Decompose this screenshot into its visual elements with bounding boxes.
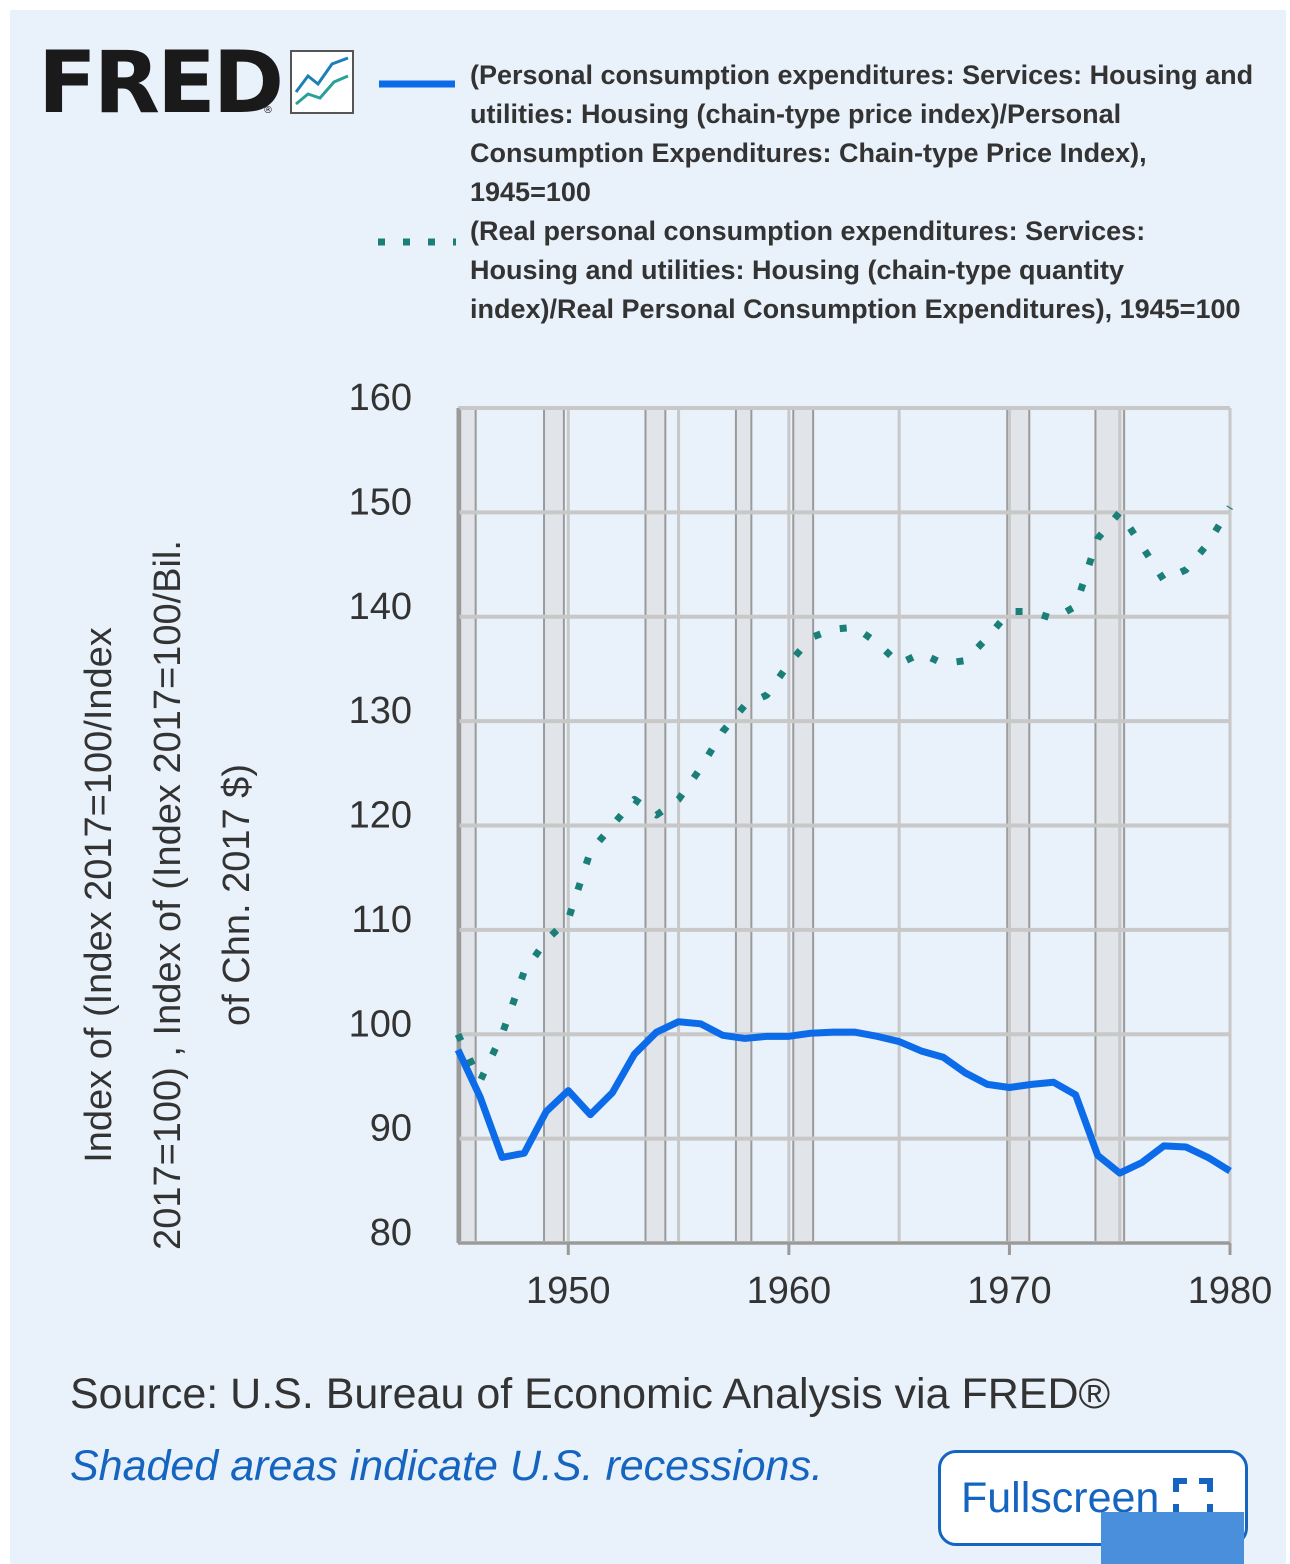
- corner-overlay: [1101, 1512, 1244, 1564]
- legend-item-price-index[interactable]: (Personal consumption expenditures: Serv…: [470, 60, 1254, 207]
- chart-card: FRED ® (Personal consumption expenditure…: [10, 10, 1286, 1564]
- legend-item-quantity-index[interactable]: (Real personal consumption expenditures:…: [470, 216, 1241, 324]
- registered-mark: ®: [263, 105, 273, 116]
- fullscreen-icon: [1173, 1478, 1214, 1518]
- recession-note: Shaded areas indicate U.S. recessions.: [70, 1442, 823, 1490]
- y-tick-label-120: 120: [349, 795, 412, 837]
- series-line-0: [454, 1018, 1232, 1177]
- y-tick-label-80: 80: [370, 1212, 412, 1254]
- x-tick-label-1960: 1960: [747, 1270, 832, 1312]
- x-tick-label-1950: 1950: [526, 1270, 611, 1312]
- fred-logo[interactable]: FRED: [38, 33, 284, 133]
- x-tick-label-1980: 1980: [1188, 1270, 1273, 1312]
- x-tick-label-1970: 1970: [967, 1270, 1052, 1312]
- x-tick-labels: 1950 1960 1970 1980: [526, 1270, 1272, 1312]
- y-tick-label-110: 110: [351, 899, 412, 941]
- y-tick-labels: 80 90 100 110 120 130 140 150 160: [349, 377, 412, 1254]
- source-text: Source: U.S. Bureau of Economic Analysis…: [70, 1370, 1111, 1418]
- y-tick-label-150: 150: [349, 481, 412, 523]
- y-tick-label-90: 90: [370, 1108, 412, 1150]
- y-tick-label-130: 130: [349, 690, 412, 732]
- y-tick-label-140: 140: [349, 586, 412, 628]
- y-tick-label-100: 100: [349, 1003, 412, 1045]
- line-chart-icon: [290, 50, 354, 114]
- series-line-1: [454, 505, 1233, 1085]
- y-tick-label-160: 160: [349, 377, 412, 419]
- legend-swatch-price-index: [379, 80, 455, 88]
- series-lines: [454, 505, 1233, 1177]
